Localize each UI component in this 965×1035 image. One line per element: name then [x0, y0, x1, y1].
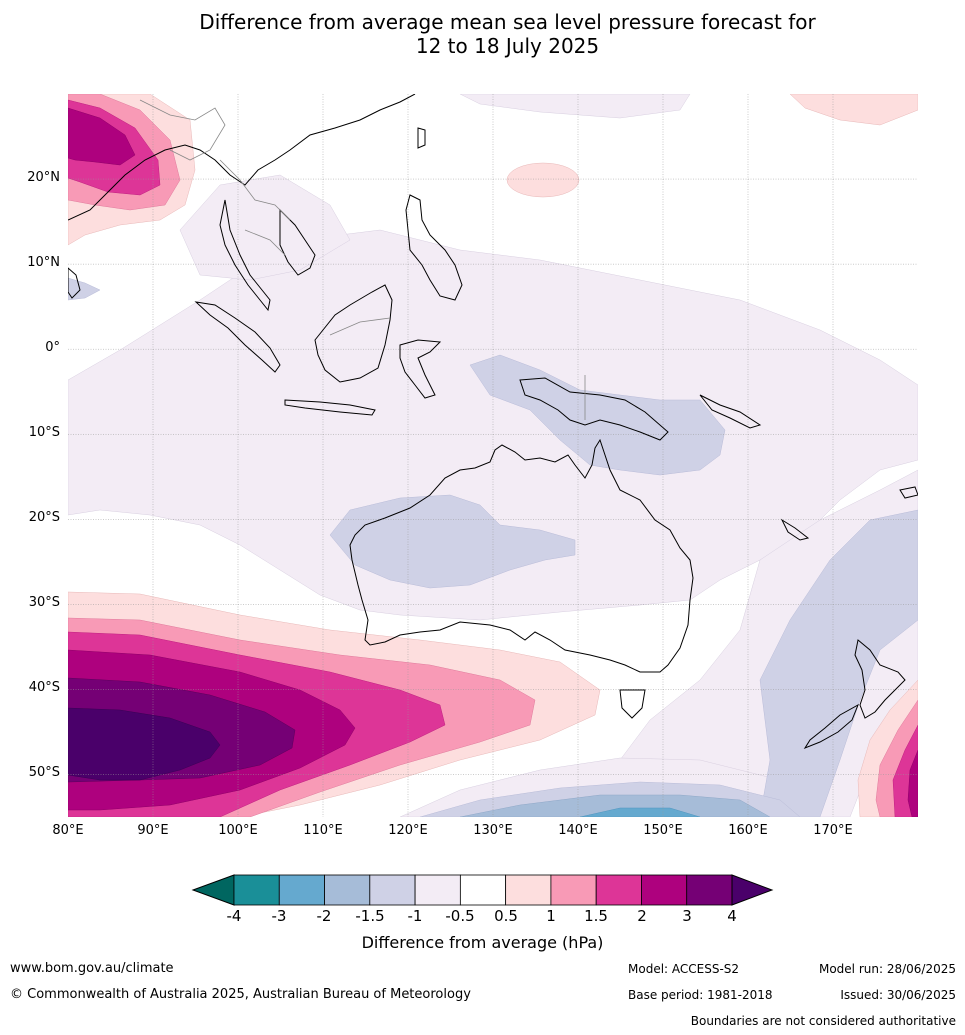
anomaly-region-neg-1-newguinea: [469, 354, 726, 476]
footer-model-run: Model run: 28/06/2025: [818, 962, 956, 976]
footer-copyright: © Commonwealth of Australia 2025, Austra…: [10, 987, 471, 1002]
coastline-sumatra: [194, 301, 281, 373]
colorbar: [191, 874, 774, 906]
anomaly-region-neg-1-tasman: [759, 509, 918, 817]
coastline-asia-mainland: [68, 94, 416, 312]
coastline-solomon-islands: [699, 394, 762, 429]
colorbar-segment: [686, 874, 733, 906]
anomaly-region-pos-northwest-2: [68, 107, 136, 166]
anomaly-region-pos-southeast-2: [907, 749, 918, 817]
lon-label-140e: 140°E: [558, 823, 598, 838]
lat-label-50s: 50°S: [28, 765, 60, 780]
coastline-new-caledonia: [780, 518, 810, 541]
colorbar-segment: [595, 874, 642, 906]
colorbar-segments: [233, 874, 733, 906]
colorbar-tick-8: 1.5: [584, 907, 608, 925]
lon-label-130e: 130°E: [473, 823, 513, 838]
colorbar-tick-11: 4: [727, 907, 737, 925]
gridlines: [68, 94, 918, 817]
lon-label-110e: 110°E: [303, 823, 343, 838]
lat-label-0: 0°: [45, 340, 60, 355]
coastline-new-zealand-north: [854, 639, 906, 719]
colorbar-tick-5: -0.5: [445, 907, 475, 925]
colorbar-segment: [550, 874, 597, 906]
colorbar-segment: [414, 874, 461, 906]
anomaly-region-pos-north-east: [789, 94, 918, 126]
footer-website: www.bom.gov.au/climate: [10, 961, 174, 976]
anomaly-region-neg-2-south: [579, 807, 701, 817]
coastline-new-zealand-south: [803, 703, 859, 750]
coastline-philippines: [405, 194, 463, 301]
coastline-borneo: [314, 284, 393, 383]
coastline-sulawesi: [399, 339, 442, 399]
colorbar-tick-1: -3: [271, 907, 287, 925]
lon-label-80e: 80°E: [52, 823, 84, 838]
country-boundaries: [139, 99, 586, 420]
coastline-tasmania: [619, 689, 646, 719]
footer-issued: Issued: 30/06/2025: [840, 988, 956, 1002]
lon-label-170e: 170°E: [813, 823, 853, 838]
lat-label-30s: 30°S: [28, 595, 60, 610]
coastline-new-guinea: [519, 377, 669, 441]
colorbar-segment: [369, 874, 416, 906]
coastlines: [68, 94, 918, 750]
colorbar-segment: [505, 874, 552, 906]
coastline-taiwan: [417, 127, 426, 149]
colorbar-tick-10: 3: [682, 907, 692, 925]
lat-label-20n: 20°N: [27, 170, 60, 185]
anomaly-region-pos-south-4: [68, 707, 221, 781]
colorbar-tick-6: 0.5: [494, 907, 518, 925]
anomaly-region-neg-1-5-south: [459, 794, 771, 817]
colorbar-label: Difference from average (hPa): [361, 933, 604, 952]
lat-label-20s: 20°S: [28, 510, 60, 525]
lat-label-40s: 40°S: [28, 680, 60, 695]
colorbar-segment: [459, 874, 507, 906]
footer-disclaimer: Boundaries are not considered authoritat…: [690, 1014, 956, 1028]
footer-model: Model: ACCESS-S2: [628, 962, 740, 976]
colorbar-tick-3: -1.5: [355, 907, 385, 925]
colorbar-extend-high: [731, 874, 774, 906]
colorbar-tick-7: 1: [546, 907, 556, 925]
lat-label-10n: 10°N: [27, 255, 60, 270]
lon-label-100e: 100°E: [218, 823, 258, 838]
colorbar-segment: [233, 874, 280, 906]
colorbar-tick-4: -1: [407, 907, 423, 925]
colorbar-segment: [324, 874, 371, 906]
coastline-sri-lanka: [68, 267, 81, 299]
lat-label-10s: 10°S: [28, 425, 60, 440]
colorbar-tick-9: 2: [637, 907, 647, 925]
coastline-australia: [349, 438, 694, 673]
title-line-2: 12 to 18 July 2025: [415, 34, 600, 58]
map-title: Difference from average mean sea level p…: [0, 10, 965, 58]
title-line-1: Difference from average mean sea level p…: [199, 10, 816, 34]
coastline-java: [284, 399, 376, 416]
colorbar-extend-low: [191, 874, 235, 906]
colorbar-segment: [641, 874, 688, 906]
lon-label-160e: 160°E: [728, 823, 768, 838]
map-area: [68, 94, 918, 817]
anomaly-region-pos-blob-north: [506, 162, 580, 198]
coastline-fiji: [899, 486, 918, 499]
colorbar-tick-2: -2: [316, 907, 332, 925]
colorbar-tick-0: -4: [226, 907, 242, 925]
footer-base-period: Base period: 1981-2018: [628, 988, 773, 1002]
lon-label-120e: 120°E: [388, 823, 428, 838]
anomaly-region-pos-north-mid: [459, 94, 691, 119]
colorbar-segment: [278, 874, 325, 906]
lon-label-150e: 150°E: [643, 823, 683, 838]
anomaly-region-neg-1-australia: [329, 494, 576, 589]
lon-label-90e: 90°E: [137, 823, 169, 838]
